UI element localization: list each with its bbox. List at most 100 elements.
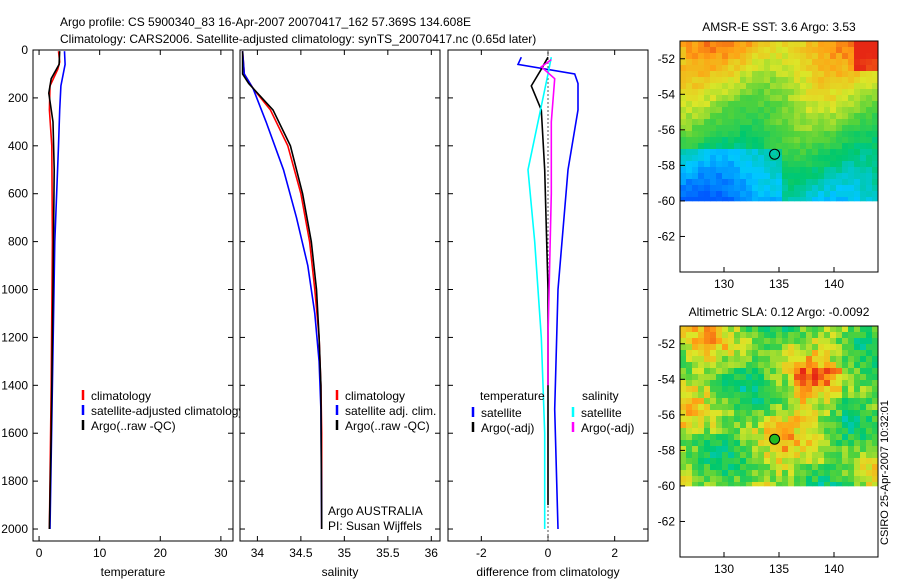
difference-series-temperature-argo-adj-: [530, 56, 549, 506]
heatmap-cell: [842, 179, 849, 186]
heatmap-cell: [686, 386, 693, 393]
heatmap-cell: [860, 155, 867, 162]
heatmap-cell: [752, 434, 759, 441]
heatmap-cell: [722, 470, 729, 477]
heatmap-cell: [860, 404, 867, 411]
heatmap-cell: [842, 89, 849, 96]
heatmap-cell: [818, 107, 825, 114]
heatmap-cell: [788, 458, 795, 465]
heatmap-cell: [698, 41, 705, 48]
heatmap-cell: [860, 416, 867, 423]
heatmap-cell: [866, 368, 873, 375]
heatmap-cell: [680, 113, 687, 120]
heatmap-cell: [692, 89, 699, 96]
heatmap-cell: [692, 59, 699, 66]
heatmap-cell: [734, 374, 741, 381]
heatmap-cell: [866, 332, 873, 339]
heatmap-cell: [800, 149, 807, 156]
heatmap-cell: [770, 386, 777, 393]
heatmap-cell: [770, 362, 777, 369]
heatmap-cell: [692, 392, 699, 399]
heatmap-cell: [752, 65, 759, 72]
heatmap-cell: [776, 482, 783, 487]
heatmap-cell: [758, 95, 765, 102]
heatmap-cell: [746, 131, 753, 138]
heatmap-cell: [686, 89, 693, 96]
heatmap-cell: [752, 173, 759, 180]
heatmap-cell: [686, 392, 693, 399]
heatmap-cell: [758, 173, 765, 180]
heatmap-cell: [782, 446, 789, 453]
heatmap-cell: [860, 338, 867, 345]
heatmap-cell: [764, 404, 771, 411]
heatmap-cell: [776, 179, 783, 186]
heatmap-cell: [716, 161, 723, 168]
heatmap-cell: [800, 386, 807, 393]
heatmap-cell: [692, 149, 699, 156]
heatmap-cell: [734, 368, 741, 375]
heatmap-cell: [836, 47, 843, 54]
heatmap-cell: [830, 332, 837, 339]
heatmap-cell: [764, 428, 771, 435]
heatmap-cell: [866, 191, 873, 198]
heatmap-cell: [710, 374, 717, 381]
heatmap-cell: [692, 113, 699, 120]
heatmap-cell: [788, 392, 795, 399]
heatmap-cell: [740, 197, 747, 202]
heatmap-cell: [824, 143, 831, 150]
heatmap-cell: [824, 41, 831, 48]
heatmap-cell: [764, 179, 771, 186]
heatmap-cell: [788, 191, 795, 198]
heatmap-cell: [680, 368, 687, 375]
salinity-x-tick-label: 36: [425, 546, 439, 560]
heatmap-cell: [812, 434, 819, 441]
heatmap-cell: [692, 338, 699, 345]
heatmap-cell: [770, 356, 777, 363]
heatmap-cell: [716, 137, 723, 144]
heatmap-cell: [848, 398, 855, 405]
heatmap-cell: [836, 350, 843, 357]
heatmap-cell: [698, 131, 705, 138]
heatmap-cell: [812, 53, 819, 60]
heatmap-cell: [866, 197, 873, 202]
heatmap-cell: [776, 350, 783, 357]
heatmap-cell: [794, 350, 801, 357]
heatmap-cell: [836, 179, 843, 186]
heatmap-cell: [848, 131, 855, 138]
heatmap-cell: [872, 149, 879, 156]
heatmap-cell: [872, 107, 879, 114]
heatmap-cell: [842, 185, 849, 192]
heatmap-cell: [776, 368, 783, 375]
heatmap-cell: [812, 89, 819, 96]
heatmap-cell: [776, 410, 783, 417]
salinity-x-tick-label: 35.5: [376, 546, 400, 560]
heatmap-cell: [686, 71, 693, 78]
heatmap-cell: [806, 161, 813, 168]
heatmap-cell: [866, 131, 873, 138]
heatmap-cell: [734, 464, 741, 471]
heatmap-cell: [752, 374, 759, 381]
heatmap-cell: [866, 398, 873, 405]
heatmap-cell: [848, 191, 855, 198]
heatmap-cell: [776, 131, 783, 138]
heatmap-cell: [848, 350, 855, 357]
heatmap-cell: [854, 185, 861, 192]
heatmap-cell: [818, 476, 825, 483]
heatmap-cell: [734, 155, 741, 162]
heatmap-cell: [692, 332, 699, 339]
heatmap-cell: [824, 470, 831, 477]
heatmap-cell: [728, 41, 735, 48]
heatmap-cell: [746, 428, 753, 435]
heatmap-cell: [812, 107, 819, 114]
heatmap-cell: [776, 422, 783, 429]
difference-legend-label: Argo(-adj): [481, 421, 534, 435]
sla_map-y-tick-label: -58: [658, 443, 676, 457]
heatmap-cell: [710, 356, 717, 363]
heatmap-cell: [830, 458, 837, 465]
heatmap-cell: [758, 65, 765, 72]
heatmap-cell: [686, 113, 693, 120]
heatmap-cell: [848, 326, 855, 333]
heatmap-cell: [770, 137, 777, 144]
heatmap-cell: [710, 434, 717, 441]
heatmap-cell: [860, 131, 867, 138]
